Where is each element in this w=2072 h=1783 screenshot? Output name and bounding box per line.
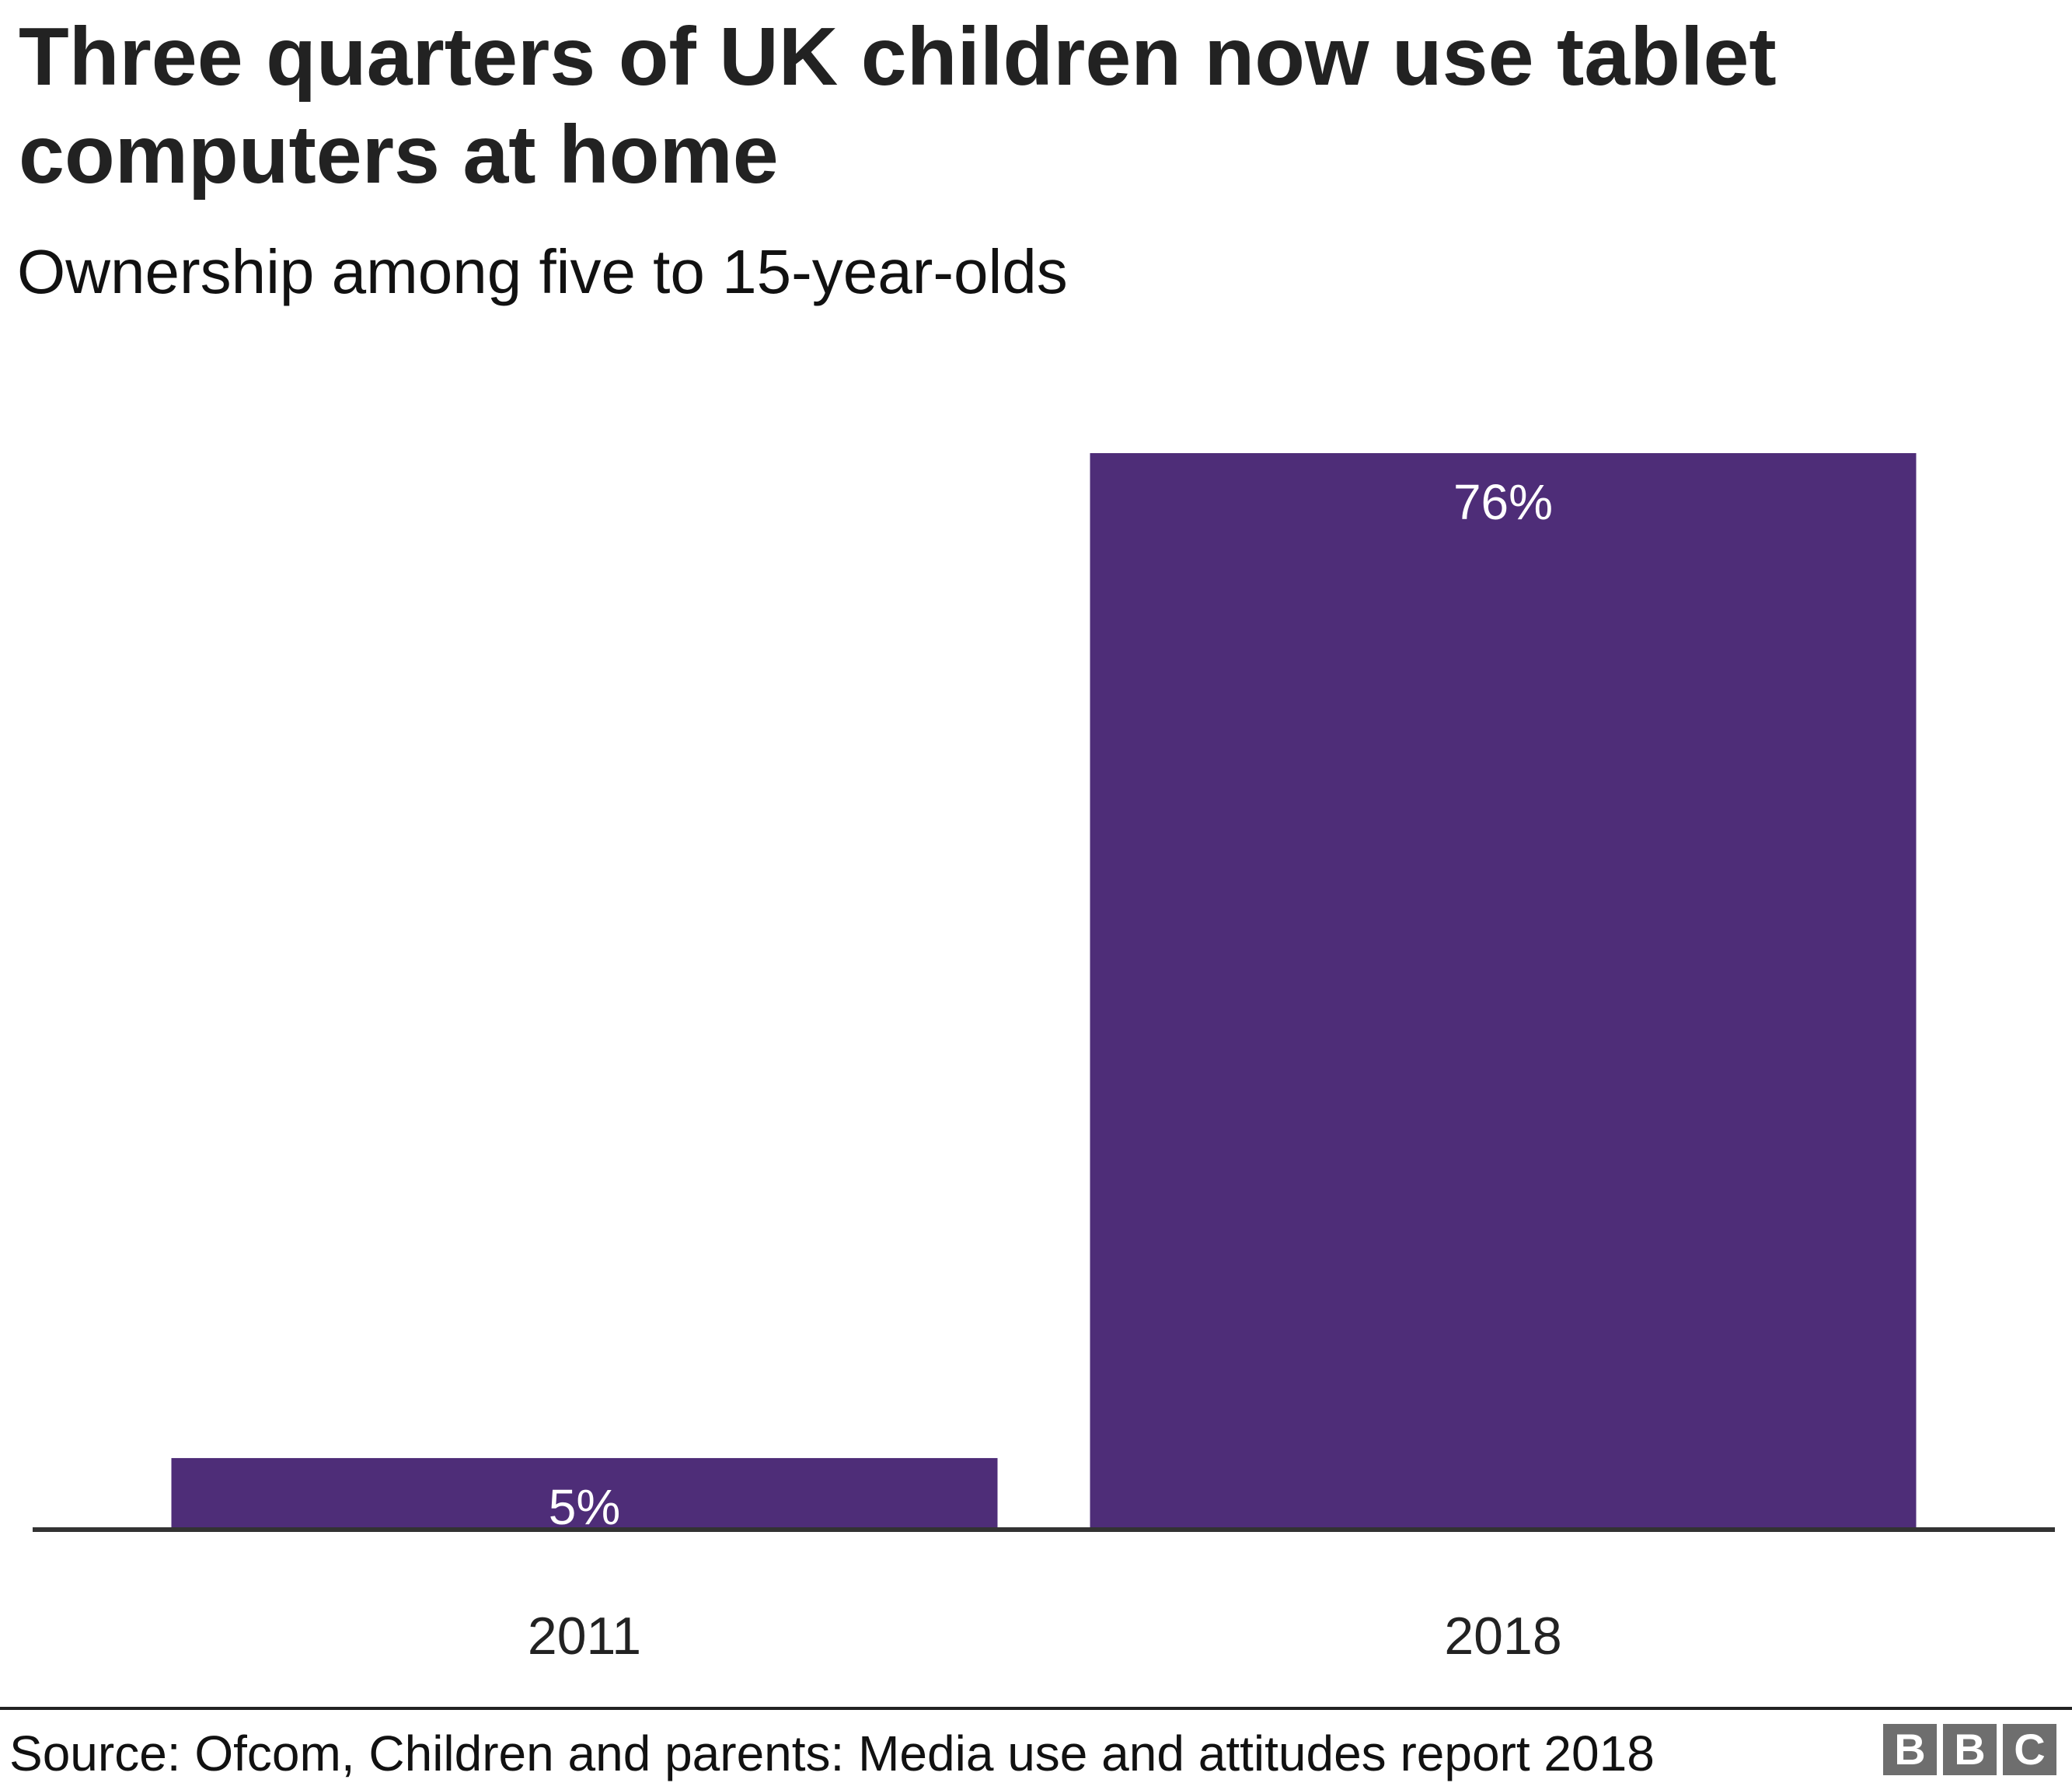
x-tick-label: 2018 — [1444, 1607, 1561, 1666]
data-label: 76% — [1453, 474, 1553, 530]
data-label: 5% — [549, 1479, 621, 1535]
bbc-logo: B B C — [1883, 1724, 2056, 1775]
x-axis-baseline — [33, 1527, 2055, 1532]
bar-2018 — [1090, 453, 1917, 1529]
bar-chart: 5% 2011 76% 2018 — [33, 453, 2055, 1666]
source-note: Source: Ofcom, Children and parents: Med… — [9, 1725, 1655, 1781]
chart-title: Three quarters of UK children now use ta… — [19, 11, 1777, 201]
bbc-logo-letter: B — [1943, 1724, 1997, 1775]
bbc-logo-letter: C — [2003, 1724, 2056, 1775]
bbc-logo-letter: B — [1883, 1724, 1937, 1775]
bar-2011 — [171, 1457, 998, 1529]
footer-divider — [0, 1707, 2072, 1710]
x-tick-label: 2011 — [528, 1607, 641, 1666]
chart-subtitle: Ownership among five to 15-year-olds — [17, 237, 1068, 306]
